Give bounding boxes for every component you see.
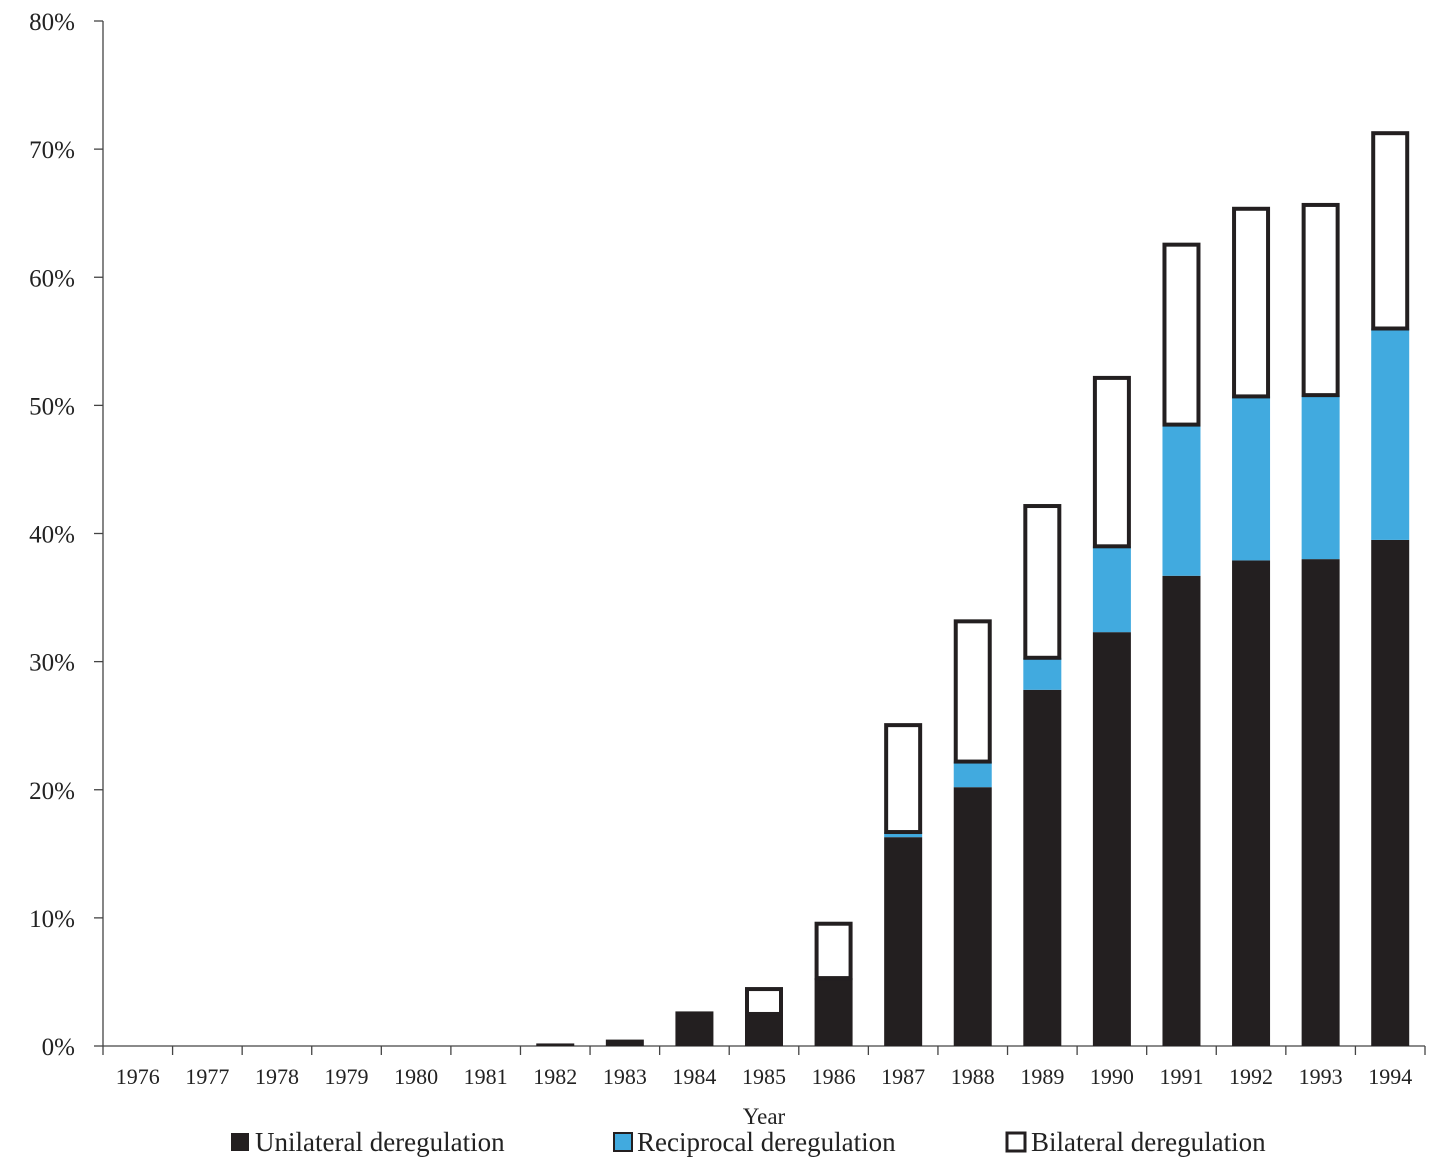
bar-reciprocal-deregulation <box>1301 395 1340 560</box>
y-tick-label: 50% <box>29 393 75 420</box>
y-tick-label: 0% <box>42 1034 75 1061</box>
x-tick-label: 1981 <box>464 1064 508 1089</box>
bar-bilateral-deregulation <box>1232 206 1271 399</box>
x-tick-label: 1982 <box>533 1064 577 1089</box>
x-tick-label: 1991 <box>1159 1064 1203 1089</box>
bar-unilateral-deregulation <box>605 1039 644 1046</box>
x-tick-label: 1979 <box>325 1064 369 1089</box>
legend-label: Unilateral deregulation <box>255 1127 505 1157</box>
x-tick-label: 1988 <box>951 1064 995 1089</box>
x-tick-label: 1987 <box>881 1064 925 1089</box>
bar-reciprocal-deregulation <box>884 832 923 838</box>
bar-bilateral-deregulation <box>745 987 783 1016</box>
x-tick-label: 1980 <box>394 1064 438 1089</box>
bar-bilateral-deregulation <box>814 921 853 981</box>
legend-swatch <box>1005 1131 1027 1153</box>
bar-bilateral-deregulation <box>953 619 992 764</box>
bar-unilateral-deregulation <box>745 1013 783 1046</box>
bar-reciprocal-deregulation <box>953 761 992 788</box>
bar-bilateral-deregulation <box>1371 131 1410 331</box>
legend-swatch <box>613 1132 633 1152</box>
x-tick-label: 1977 <box>185 1064 229 1089</box>
x-tick-label: 1994 <box>1368 1064 1412 1089</box>
bar-reciprocal-deregulation <box>1162 424 1201 576</box>
bar-bilateral-deregulation <box>1092 375 1131 549</box>
legend-label: Bilateral deregulation <box>1031 1127 1266 1157</box>
y-tick-label: 80% <box>29 9 75 36</box>
legend-label: Reciprocal deregulation <box>637 1127 896 1157</box>
x-tick-label: 1989 <box>1020 1064 1064 1089</box>
x-tick-label: 1986 <box>812 1064 856 1089</box>
bar-reciprocal-deregulation <box>1092 546 1131 633</box>
bar-reciprocal-deregulation <box>1371 328 1410 540</box>
y-axis: 0% 10% 20% 30% 40% 50% 60% 70% 80% <box>29 9 104 1061</box>
y-tick-label: 30% <box>29 650 75 677</box>
y-tick-label: 20% <box>29 778 75 805</box>
bar-unilateral-deregulation <box>536 1043 575 1046</box>
x-tick-label: 1978 <box>255 1064 299 1089</box>
bar-unilateral-deregulation <box>953 787 992 1046</box>
bar-bilateral-deregulation <box>1023 504 1062 660</box>
bars <box>536 131 1410 1046</box>
x-tick-label: 1993 <box>1299 1064 1343 1089</box>
bar-unilateral-deregulation <box>1023 689 1062 1046</box>
x-tick-label: 1983 <box>603 1064 647 1089</box>
x-tick-label: 1984 <box>672 1064 716 1089</box>
bar-unilateral-deregulation <box>1232 560 1271 1046</box>
y-tick-label: 10% <box>29 906 75 933</box>
bar-reciprocal-deregulation <box>1023 657 1062 690</box>
bar-unilateral-deregulation <box>1371 539 1410 1046</box>
bar-unilateral-deregulation <box>884 837 923 1046</box>
x-axis-label: Year <box>743 1104 786 1129</box>
x-axis: 1976 1977 1978 1979 1980 1981 1982 1983 1984 1985… <box>102 1045 1426 1089</box>
x-tick-label: 1985 <box>742 1064 786 1089</box>
bar-unilateral-deregulation <box>1092 632 1131 1046</box>
y-tick-label: 70% <box>29 137 75 164</box>
bar-bilateral-deregulation <box>1301 202 1340 398</box>
x-tick-label: 1976 <box>116 1064 160 1089</box>
bar-unilateral-deregulation <box>675 1011 714 1046</box>
bar-unilateral-deregulation <box>1162 575 1201 1046</box>
legend: Unilateral deregulation Reciprocal deregu… <box>231 1127 1266 1157</box>
bar-bilateral-deregulation <box>1162 242 1201 427</box>
legend-swatch <box>231 1133 249 1151</box>
y-tick-label: 40% <box>29 522 75 549</box>
bar-unilateral-deregulation <box>814 978 853 1046</box>
bar-bilateral-deregulation <box>884 723 923 835</box>
bar-unilateral-deregulation <box>1301 559 1340 1046</box>
x-tick-label: 1990 <box>1090 1064 1134 1089</box>
y-tick-label: 60% <box>29 265 75 292</box>
bar-reciprocal-deregulation <box>1232 396 1271 561</box>
x-tick-label: 1992 <box>1229 1064 1273 1089</box>
